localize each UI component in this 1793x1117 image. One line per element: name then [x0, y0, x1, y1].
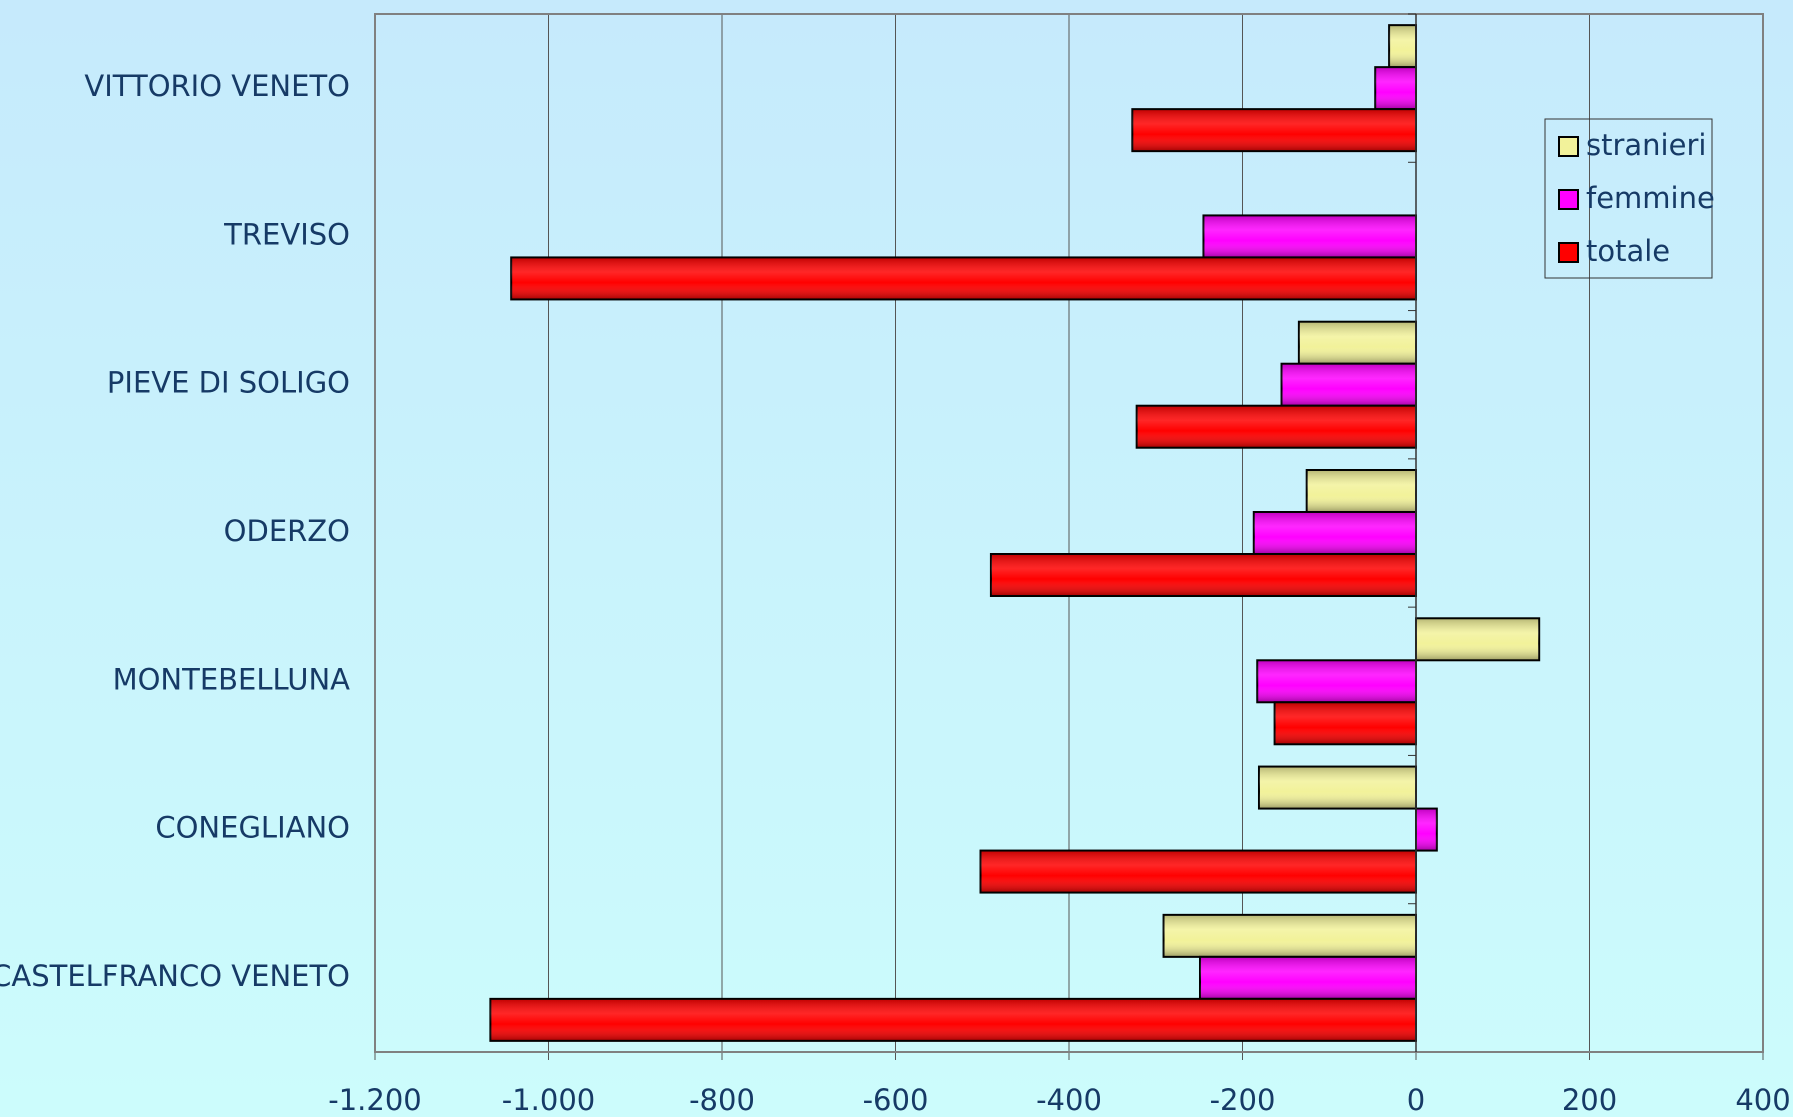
- bar: [1256, 659, 1418, 704]
- bar-shade: [511, 257, 1416, 300]
- bar: [1374, 66, 1418, 111]
- bar: [1280, 362, 1417, 407]
- bar-shade: [1253, 512, 1416, 554]
- legend-box: [1544, 118, 1713, 279]
- bar: [989, 553, 1417, 597]
- x-tick-label: -1.000: [502, 1083, 596, 1117]
- bar-shade: [1132, 109, 1416, 152]
- legend-label: femmine: [1586, 181, 1715, 215]
- legend: stranieri femmine totale: [1544, 118, 1715, 279]
- bar-shade: [1281, 363, 1416, 406]
- bar: [1297, 320, 1417, 365]
- plot-border: [374, 13, 1764, 1053]
- legend-swatch: [1558, 189, 1579, 210]
- x-tick-label: -200: [1210, 1083, 1276, 1117]
- bar-shade: [1375, 67, 1416, 110]
- bar-shade: [1274, 702, 1416, 745]
- bar-shade: [1389, 25, 1416, 68]
- bar: [1273, 701, 1418, 746]
- y-tick-label: TREVISO: [223, 217, 350, 251]
- bar: [1415, 807, 1438, 852]
- legend-swatch: [1558, 136, 1579, 157]
- bar-shade: [1306, 470, 1416, 512]
- y-tick-label: MONTEBELLUNA: [113, 662, 351, 696]
- x-tick-label: -600: [863, 1083, 929, 1117]
- bar: [1388, 24, 1418, 69]
- bar-shade: [1136, 405, 1416, 448]
- bar-shade: [990, 554, 1416, 596]
- bar-shade: [1257, 660, 1416, 703]
- legend-label: stranieri: [1586, 128, 1706, 162]
- bar: [1305, 469, 1417, 513]
- x-tick-label: 400: [1735, 1083, 1790, 1117]
- bar-shade: [1298, 321, 1416, 364]
- y-tick-label: ODERZO: [224, 514, 350, 548]
- x-tick-label: 200: [1562, 1083, 1617, 1117]
- bar-shade: [1416, 808, 1437, 851]
- bar-shade: [1416, 618, 1540, 661]
- bar: [1162, 913, 1417, 958]
- legend-swatch: [1558, 242, 1579, 263]
- x-tick-label: -400: [1036, 1083, 1102, 1117]
- legend-label: totale: [1586, 234, 1670, 268]
- bar: [979, 849, 1417, 894]
- bar-shade: [1199, 956, 1416, 999]
- y-tick-label: CONEGLIANO: [155, 811, 350, 845]
- bar: [1202, 214, 1418, 259]
- x-tick-label: 0: [1407, 1083, 1425, 1117]
- bar: [510, 256, 1417, 301]
- bar: [1135, 404, 1418, 449]
- bar-shade: [1258, 766, 1416, 809]
- y-tick-label: CASTELFRANCO VENETO: [0, 959, 350, 993]
- bar-shade: [1163, 914, 1416, 957]
- bar: [1415, 617, 1541, 662]
- y-tick-label: PIEVE DI SOLIGO: [107, 366, 350, 400]
- x-tick-label: -800: [689, 1083, 755, 1117]
- bar: [1252, 511, 1417, 555]
- x-tick-label: -1.200: [328, 1083, 422, 1117]
- bar: [1257, 765, 1418, 810]
- bar-shade: [490, 998, 1416, 1041]
- bar: [489, 997, 1417, 1042]
- bar: [1131, 108, 1417, 153]
- bar-shade: [980, 850, 1416, 893]
- bar-shade: [1203, 215, 1416, 258]
- bar: [1198, 955, 1418, 1000]
- y-tick-label: VITTORIO VENETO: [84, 69, 350, 103]
